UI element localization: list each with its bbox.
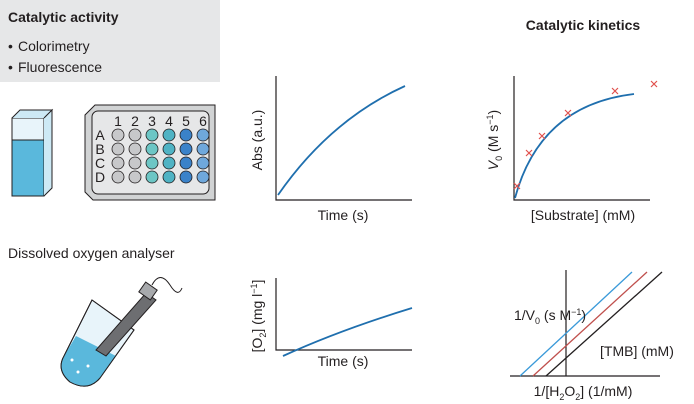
well — [129, 171, 141, 183]
row-label: D — [95, 169, 105, 185]
x-label: Time (s) — [318, 207, 369, 223]
well — [180, 129, 192, 141]
column-label: 1 — [114, 113, 122, 129]
well — [163, 129, 175, 141]
curve — [515, 94, 634, 198]
bullet: • — [8, 59, 13, 75]
figure: Catalytic activity • Colorimetry • Fluor… — [0, 0, 694, 404]
well — [163, 143, 175, 155]
axes — [276, 76, 412, 200]
bullet: • — [8, 38, 13, 54]
x-label: 1/[H2O2] (1/mM) — [534, 383, 633, 402]
well — [146, 171, 158, 183]
column-label: 3 — [148, 113, 156, 129]
section-title: Dissolved oxygen analyser — [8, 245, 175, 261]
column-label: 4 — [165, 113, 173, 129]
curve — [283, 308, 412, 356]
well — [197, 129, 209, 141]
y-label: Abs (a.u.) — [249, 110, 265, 171]
well — [112, 157, 124, 169]
line — [546, 272, 662, 376]
well — [180, 143, 192, 155]
curve — [278, 86, 405, 195]
well — [112, 143, 124, 155]
well — [180, 157, 192, 169]
box-title: Catalytic activity — [8, 9, 119, 25]
axes — [510, 270, 660, 376]
well — [146, 143, 158, 155]
y-label: V0 (M s−1) — [485, 110, 504, 170]
kinetics-title: Catalytic kinetics — [526, 17, 641, 33]
well — [129, 143, 141, 155]
well — [112, 129, 124, 141]
cuvette — [12, 110, 52, 196]
well — [197, 157, 209, 169]
oxygen-probe — [61, 278, 182, 387]
well — [112, 171, 124, 183]
column-label: 6 — [199, 113, 207, 129]
well — [146, 129, 158, 141]
well — [163, 171, 175, 183]
column-label: 5 — [182, 113, 190, 129]
y-label: [O2] (mg l−1] — [249, 280, 268, 353]
method-item: Colorimetry — [18, 38, 90, 54]
well — [197, 143, 209, 155]
well — [129, 129, 141, 141]
column-label: 2 — [131, 113, 139, 129]
x-label: Time (s) — [318, 353, 369, 369]
x-label: [Substrate] (mM) — [531, 207, 635, 223]
line — [533, 272, 647, 376]
well — [180, 171, 192, 183]
well — [146, 157, 158, 169]
well — [197, 171, 209, 183]
data-points — [514, 81, 657, 189]
well — [163, 157, 175, 169]
well — [129, 157, 141, 169]
method-item: Fluorescence — [18, 59, 102, 75]
series-label: [TMB] (mM) — [600, 343, 674, 359]
y-label: 1/V0 (s M−1) — [514, 307, 586, 326]
